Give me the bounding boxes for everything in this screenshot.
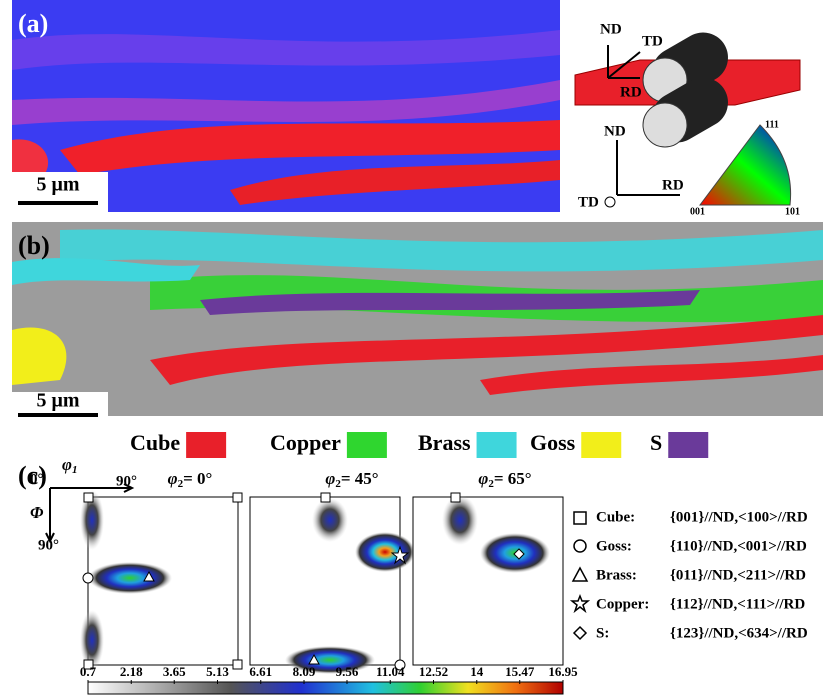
component-orientation: {123}//ND,<634>//RD (670, 625, 808, 641)
legend-swatch (186, 432, 227, 458)
odf-sections (80, 490, 564, 674)
section-title: φ2= 45° (325, 469, 378, 490)
axis-label: Φ (30, 503, 44, 522)
axis-label: TD (578, 194, 599, 210)
legend-label: S (650, 430, 662, 455)
panel-label: (b) (18, 231, 50, 260)
colorbar-tick-label: 15.47 (505, 664, 535, 679)
legend-label: Brass (418, 430, 471, 455)
colorbar-tick-label: 16.95 (548, 664, 578, 679)
panel-label: (c) (18, 461, 47, 490)
colorbar-tick-label: 12.52 (419, 664, 448, 679)
legend-swatch (581, 432, 622, 458)
legend-label: Goss (530, 430, 576, 455)
colorbar-tick-label: 5.13 (206, 664, 229, 679)
colorbar-tick-label: 11.04 (376, 664, 405, 679)
component-orientation: {001}//ND,<100>//RD (670, 509, 808, 525)
scale-bar-bg (12, 172, 108, 212)
axis-label: TD (642, 33, 663, 49)
scale-bar-label: 5 μm (37, 390, 80, 412)
colorbar-tick-label: 3.65 (163, 664, 186, 679)
component-orientation: {011}//ND,<211>//RD (670, 567, 806, 583)
legend-swatch (476, 432, 517, 458)
component-name: S: (596, 625, 609, 641)
axis-label: 0° (30, 471, 44, 487)
axis-label: ND (604, 123, 626, 139)
legend-swatch (668, 432, 709, 458)
texture-map (12, 222, 823, 416)
component-name: Goss: (596, 538, 632, 554)
component-name: Copper: (596, 596, 649, 612)
ipf-label: 001 (690, 206, 705, 217)
colorbar-tick-label: 0.7 (80, 664, 97, 679)
rolling-schematic (574, 32, 801, 208)
colorbar-tick-label: 2.18 (120, 664, 143, 679)
colorbar-tick-label: 8.09 (293, 664, 316, 679)
legend-swatch (346, 432, 387, 458)
axis-label: RD (620, 84, 642, 100)
section-title: φ2= 65° (478, 469, 531, 490)
axis-label: ND (600, 21, 622, 37)
legend-label: Copper (270, 430, 341, 455)
colorbar-tick-label: 6.61 (249, 664, 272, 679)
panel-label: (a) (18, 9, 48, 38)
component-orientation: {110}//ND,<001>//RD (670, 538, 807, 554)
component-orientation: {112}//ND,<111>//RD (670, 596, 805, 612)
axis-label: 90° (116, 473, 137, 489)
component-name: Cube: (596, 509, 635, 525)
colorbar-tick-label: 9.56 (336, 664, 359, 679)
ipf-label: 111 (765, 119, 779, 130)
axis-label: φ1 (62, 455, 77, 476)
colorbar-tick-label: 14 (470, 664, 484, 679)
legend: Cube Copper Brass Goss S (130, 430, 709, 458)
axis-label: 90° (38, 537, 59, 553)
section-title: φ2= 0° (168, 469, 213, 490)
axis-label: RD (662, 177, 684, 193)
colorbar (87, 681, 564, 695)
scale-bar-label: 5 μm (37, 174, 80, 196)
ipf-label: 101 (785, 206, 800, 217)
component-name: Brass: (596, 567, 637, 583)
legend-label: Cube (130, 430, 180, 455)
axis-arrows (45, 483, 135, 544)
component-legend: Cube: {001}//ND,<100>//RD Goss: {110}//ND,<… (569, 509, 808, 641)
